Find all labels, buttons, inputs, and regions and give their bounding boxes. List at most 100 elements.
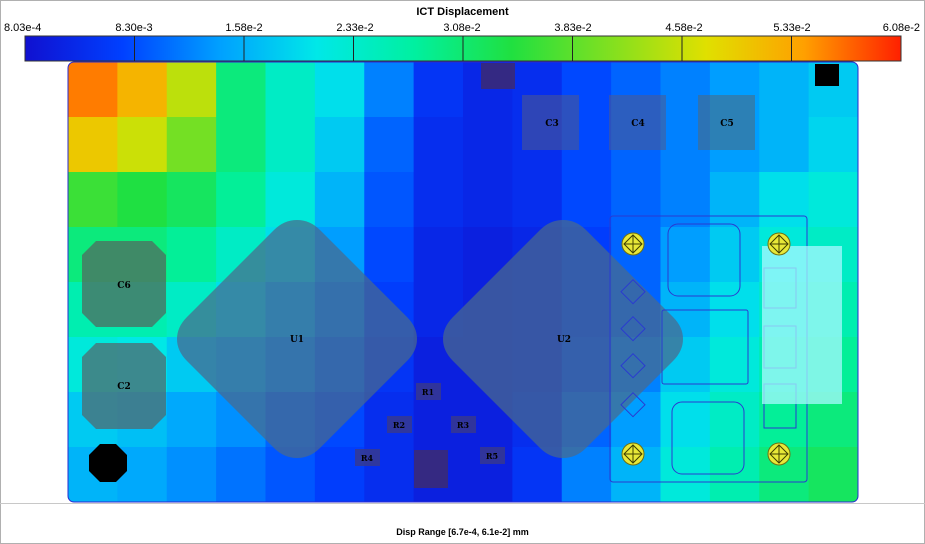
field-cell [216, 172, 267, 228]
field-cell [166, 227, 217, 283]
field-cell [660, 392, 711, 448]
chip-pad [414, 450, 448, 488]
colorbar-tick-label: 3.83e-2 [554, 22, 592, 34]
field-cell [117, 117, 168, 173]
field-cell [166, 392, 217, 448]
field-cell [68, 172, 118, 228]
fiducial-markers [621, 232, 791, 466]
component-label: C3 [545, 119, 558, 129]
field-cell [561, 172, 612, 228]
component-r3[interactable]: R3 [451, 416, 476, 433]
field-cell [68, 117, 118, 173]
fiducial-marker [767, 232, 791, 256]
component-c3[interactable]: C3 [522, 95, 579, 150]
field-cell [314, 117, 365, 173]
field-cell [216, 447, 267, 502]
colorbar-tick-label: 5.33e-2 [773, 22, 811, 34]
field-cell [117, 62, 168, 118]
component-u1[interactable]: U1 [177, 220, 417, 458]
field-cell [660, 447, 711, 502]
component-label: C5 [720, 119, 733, 129]
component-label: R2 [393, 420, 405, 430]
field-cell [512, 172, 563, 228]
component-c6[interactable]: C6 [82, 241, 166, 327]
field-cell [709, 337, 760, 393]
corner-pad [815, 64, 839, 86]
field-cell [413, 172, 464, 228]
displacement-range-label: Disp Range [6.7e-4, 6.1e-2] mm [396, 527, 529, 537]
field-cell [611, 172, 662, 228]
board-outline [67, 61, 859, 503]
component-r1[interactable]: R1 [416, 383, 441, 400]
separator-line [0, 503, 925, 504]
component-r2[interactable]: R2 [387, 416, 412, 433]
component-label: U2 [557, 335, 571, 345]
fiducial-marker [621, 442, 645, 466]
chart-title: ICT Displacement [416, 6, 509, 18]
field-cell [413, 62, 464, 118]
component-r5[interactable]: R5 [480, 447, 505, 464]
field-cell [413, 227, 464, 283]
field-cell [216, 117, 267, 173]
highlight-zone [762, 246, 842, 404]
field-cell [660, 227, 711, 283]
field-cell [709, 392, 760, 448]
component-c4[interactable]: C4 [609, 95, 666, 150]
connector-pad [481, 63, 515, 89]
field-cell [808, 172, 858, 228]
component-u2[interactable]: U2 [443, 220, 683, 458]
field-cell [463, 172, 513, 228]
field-cell [808, 117, 858, 173]
component-label: R3 [457, 420, 470, 430]
field-cell [314, 172, 365, 228]
colorbar-tick-label: 8.30e-3 [115, 22, 153, 34]
field-cell [709, 227, 760, 283]
component-label: R1 [422, 387, 434, 397]
field-cell [265, 117, 316, 173]
field-cell [166, 172, 217, 228]
colorbar-tick-label: 2.33e-2 [336, 22, 374, 34]
field-cell [759, 172, 810, 228]
colorbar-tick-label: 3.08e-2 [443, 22, 481, 34]
fiducial-marker [767, 442, 791, 466]
field-cell [709, 447, 760, 502]
mounting-hole [89, 444, 127, 482]
component-r4[interactable]: R4 [355, 449, 380, 466]
field-cell [265, 62, 316, 118]
component-label: U1 [290, 335, 304, 345]
field-cell [413, 117, 464, 173]
colorbar-tick-label: 1.58e-2 [225, 22, 263, 34]
field-cell [216, 62, 267, 118]
field-cell [166, 62, 217, 118]
field-cell [265, 172, 316, 228]
field-cell [364, 117, 415, 173]
field-cell [364, 172, 415, 228]
field-cell [463, 117, 513, 173]
component-label: R4 [361, 453, 374, 463]
component-label: R5 [486, 451, 498, 461]
field-cell [314, 62, 365, 118]
component-label: C6 [117, 281, 130, 291]
field-cell [364, 62, 415, 118]
field-cell [808, 447, 858, 502]
component-label: C2 [117, 382, 130, 392]
component-c5[interactable]: C5 [698, 95, 755, 150]
field-cell [759, 62, 810, 118]
colorbar-tick-label: 8.03e-4 [4, 22, 42, 34]
colorbar-tick-label: 4.58e-2 [665, 22, 703, 34]
field-cell [364, 227, 415, 283]
field-cell [166, 117, 217, 173]
fiducial-marker [621, 232, 645, 256]
colorbar-tick-label: 6.08e-2 [882, 22, 920, 34]
field-cell [166, 447, 217, 502]
component-c2[interactable]: C2 [82, 343, 166, 429]
field-cell [709, 172, 760, 228]
field-cell [660, 172, 711, 228]
field-cell [117, 172, 168, 228]
colorbar-tick-marks [134, 36, 792, 61]
field-cell [68, 62, 118, 118]
field-cell [759, 117, 810, 173]
component-label: C4 [631, 119, 644, 129]
